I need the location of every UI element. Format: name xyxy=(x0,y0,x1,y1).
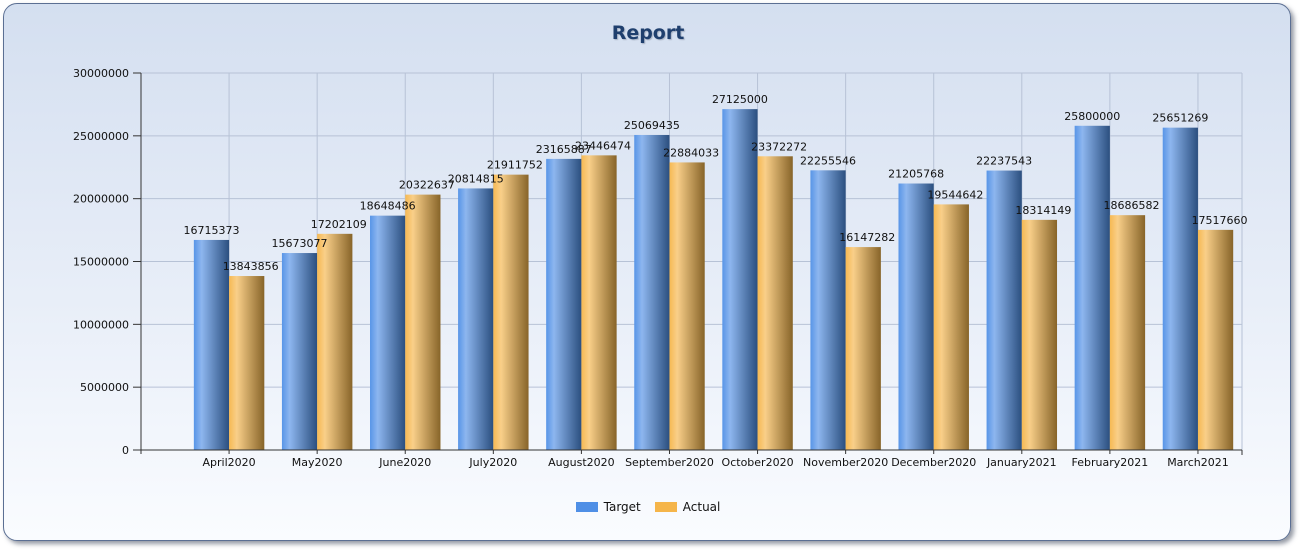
x-tick-label: August2020 xyxy=(548,456,615,469)
data-label-actual: 16147282 xyxy=(839,231,895,244)
data-label-target: 25800000 xyxy=(1064,110,1120,123)
data-label-actual: 18686582 xyxy=(1103,199,1159,212)
chart-title: Report xyxy=(611,22,685,44)
data-label-actual: 23372272 xyxy=(751,140,807,153)
bar-target xyxy=(458,188,494,450)
y-tick-label: 10000000 xyxy=(73,318,129,331)
data-label-target: 18648486 xyxy=(360,200,416,213)
bar-target xyxy=(1162,127,1198,451)
bar-layer xyxy=(193,109,1234,451)
x-tick-label: December2020 xyxy=(891,456,976,469)
bar-actual xyxy=(933,204,969,450)
legend-label-actual: Actual xyxy=(682,500,721,514)
x-tick-label: March2021 xyxy=(1167,456,1229,469)
bar-actual xyxy=(1197,229,1234,450)
legend-label-target: Target xyxy=(603,500,641,514)
bar-target xyxy=(193,239,230,450)
bar-actual xyxy=(1021,219,1058,450)
chart-legend: Target Actual xyxy=(0,500,1296,514)
x-tick-label: April2020 xyxy=(203,456,256,469)
data-label-target: 22237543 xyxy=(976,155,1032,168)
y-tick-label: 5000000 xyxy=(80,381,129,394)
data-label-target: 15673077 xyxy=(272,237,328,250)
x-tick-label: June2020 xyxy=(378,456,431,469)
x-tick-label: November2020 xyxy=(803,456,888,469)
legend-swatch-actual xyxy=(654,502,677,512)
bar-actual xyxy=(229,276,265,450)
data-label-actual: 22884033 xyxy=(663,146,719,159)
x-tick-label: February2021 xyxy=(1072,456,1149,469)
x-tick-label: October2020 xyxy=(722,456,794,469)
bar-target xyxy=(281,253,318,450)
bar-target xyxy=(634,134,670,451)
bar-target xyxy=(986,170,1022,450)
data-label-target: 27125000 xyxy=(712,93,768,106)
data-label-actual: 17517660 xyxy=(1192,214,1248,227)
y-tick-label: 25000000 xyxy=(73,130,129,143)
axis-layer: 0 5000000 10000000 15000000 20000000 25000000… xyxy=(73,67,1243,469)
data-label-actual: 17202109 xyxy=(311,218,367,231)
data-label-target: 21205768 xyxy=(888,168,944,181)
data-label-target: 23165887 xyxy=(536,143,592,156)
y-tick-label: 0 xyxy=(122,444,129,457)
data-label-actual: 23446474 xyxy=(575,139,631,152)
bar-actual xyxy=(757,156,793,450)
legend-swatch-target xyxy=(575,502,598,512)
x-tick-label: May2020 xyxy=(292,456,343,469)
bar-actual xyxy=(581,155,617,451)
y-tick-label: 15000000 xyxy=(73,256,129,269)
data-label-layer: 16715373 13843856 15673077 17202109 18648486… xyxy=(183,93,1247,273)
x-tick-label: January2021 xyxy=(986,456,1057,469)
x-tick-label: July2020 xyxy=(468,456,517,469)
y-tick-label: 30000000 xyxy=(73,67,129,80)
data-label-actual: 18314149 xyxy=(1015,204,1071,217)
bar-target xyxy=(1074,125,1110,450)
bar-target xyxy=(370,215,406,450)
data-label-actual: 20322637 xyxy=(399,179,455,192)
data-label-actual: 19544642 xyxy=(927,188,983,201)
bar-actual xyxy=(669,162,705,450)
bar-target xyxy=(810,170,846,451)
bar-target xyxy=(722,109,758,451)
legend-item-actual: Actual xyxy=(654,500,721,514)
x-tick-label: September2020 xyxy=(625,456,714,469)
data-label-target: 22255546 xyxy=(800,154,856,167)
bar-actual xyxy=(317,233,353,450)
bar-target xyxy=(546,158,582,450)
bar-actual xyxy=(493,174,529,450)
data-label-target: 25069435 xyxy=(624,119,680,132)
data-label-target: 20814815 xyxy=(448,172,504,185)
data-label-target: 25651269 xyxy=(1152,112,1208,125)
legend-item-target: Target xyxy=(575,500,641,514)
bar-target xyxy=(898,183,934,451)
data-label-actual: 13843856 xyxy=(223,260,279,273)
y-tick-label: 20000000 xyxy=(73,193,129,206)
data-label-actual: 21911752 xyxy=(487,159,543,172)
bar-actual xyxy=(405,194,441,450)
bar-actual xyxy=(1109,215,1146,450)
data-label-target: 16715373 xyxy=(183,224,239,237)
bar-actual xyxy=(845,247,881,450)
